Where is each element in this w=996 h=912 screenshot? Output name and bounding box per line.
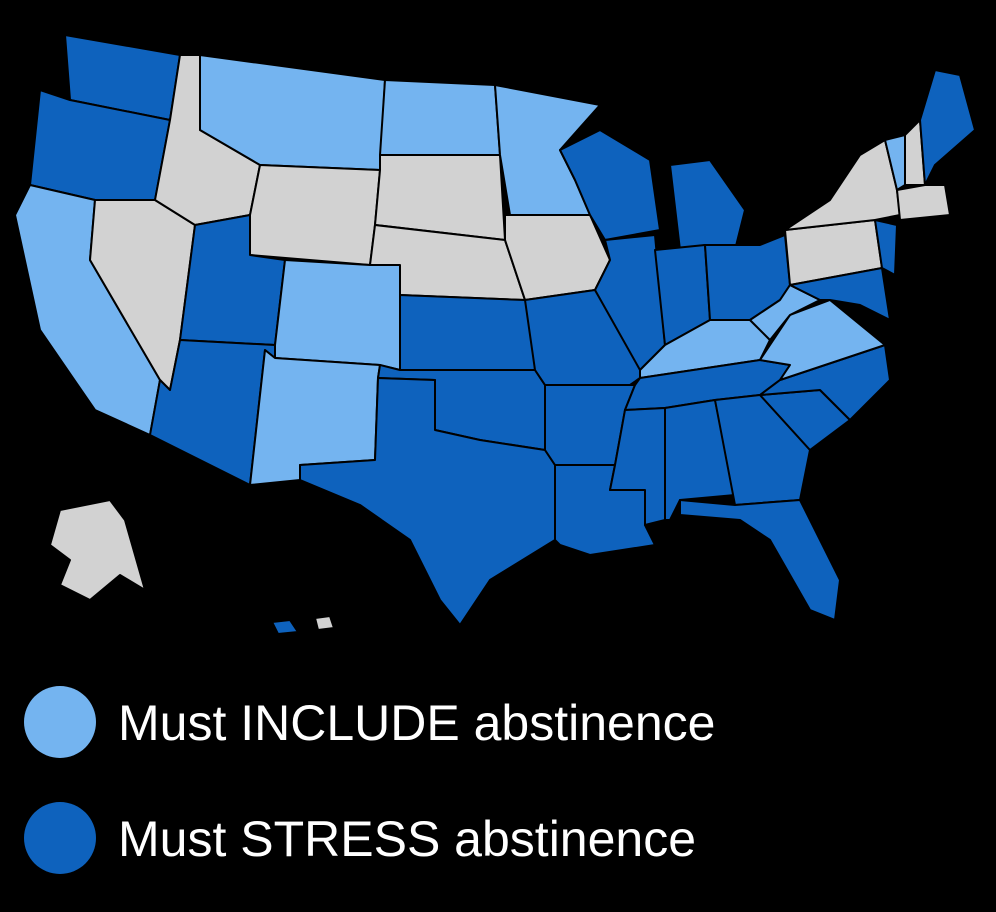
state xyxy=(314,615,335,631)
us-map xyxy=(14,34,976,635)
state xyxy=(271,619,299,635)
state xyxy=(679,499,841,621)
legend-swatch xyxy=(24,686,96,758)
legend-label: Must INCLUDE abstinence xyxy=(118,695,715,751)
state xyxy=(399,294,536,371)
state xyxy=(559,129,661,241)
state xyxy=(274,259,401,371)
state xyxy=(299,377,556,626)
legend-swatch xyxy=(24,802,96,874)
state xyxy=(379,79,501,156)
state xyxy=(714,394,811,506)
state xyxy=(874,219,898,276)
state xyxy=(249,164,381,266)
state xyxy=(896,184,951,221)
legend-label: Must STRESS abstinence xyxy=(118,811,696,867)
state xyxy=(504,214,611,301)
state xyxy=(49,499,146,601)
